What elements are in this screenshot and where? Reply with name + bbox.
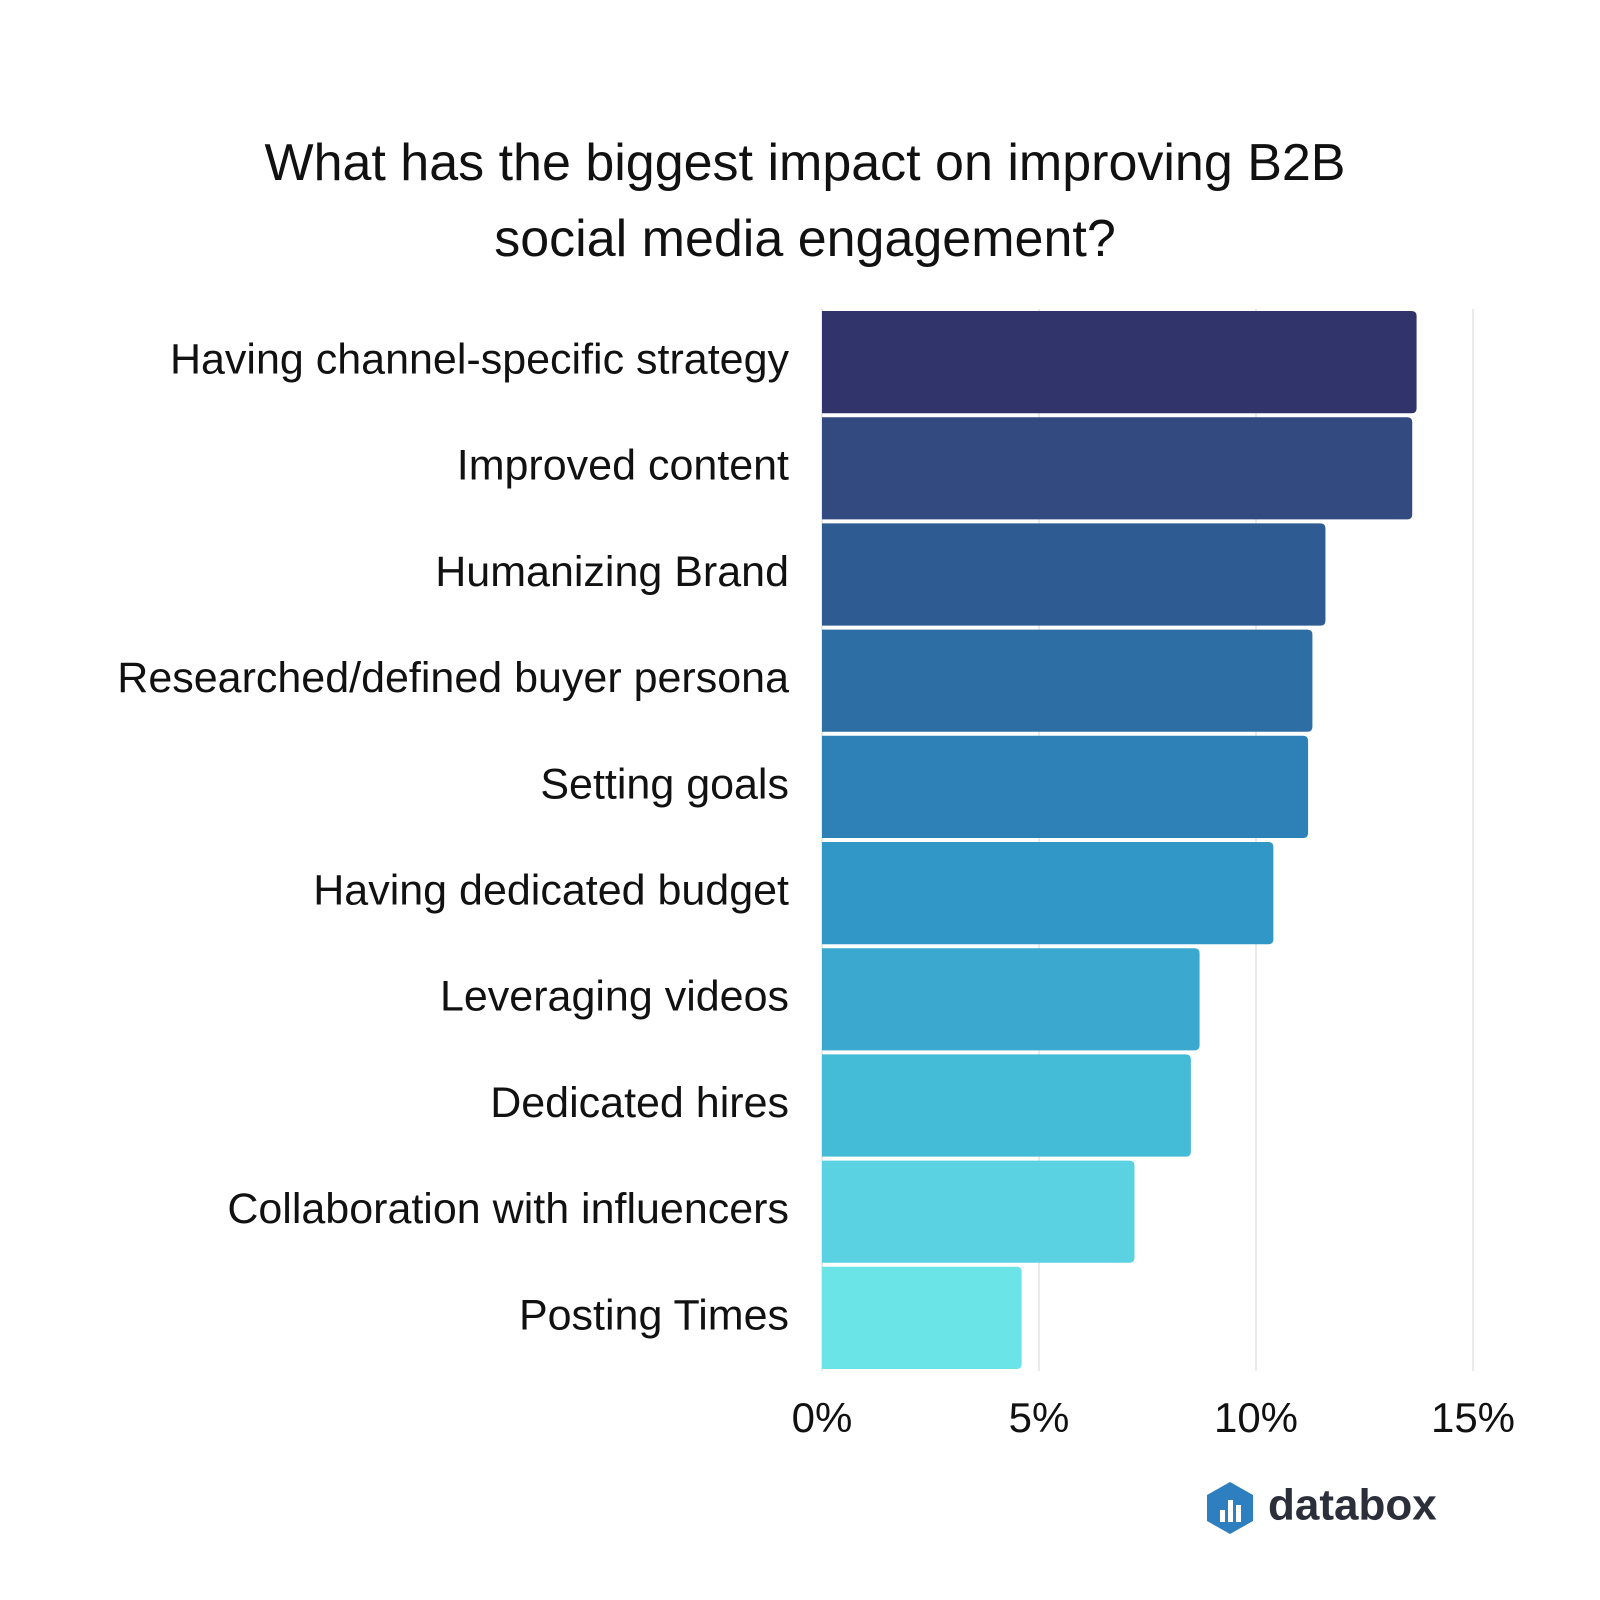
bar <box>822 735 1309 838</box>
bar <box>822 1266 1022 1369</box>
y-tick-label: Having dedicated budget <box>313 866 789 914</box>
bar <box>822 629 1313 732</box>
x-tick-label: 10% <box>1214 1394 1298 1441</box>
y-tick-label: Humanizing Brand <box>435 548 789 596</box>
y-tick-label: Improved content <box>457 442 789 490</box>
y-tick-label: Dedicated hires <box>490 1079 789 1127</box>
logo-bar <box>1236 1505 1241 1522</box>
bar <box>822 417 1413 520</box>
y-tick-label: Collaboration with influencers <box>227 1185 789 1233</box>
y-tick-label: Leveraging videos <box>440 973 789 1021</box>
y-tick-label: Setting goals <box>540 760 789 808</box>
x-tick-label: 0% <box>792 1394 853 1441</box>
bar <box>822 311 1417 414</box>
bar <box>822 1160 1135 1263</box>
logo-bar <box>1228 1500 1233 1522</box>
y-tick-label: Having channel-specific strategy <box>170 335 790 383</box>
y-tick-label: Posting Times <box>519 1291 789 1339</box>
bar <box>822 1054 1191 1157</box>
x-tick-label: 5% <box>1009 1394 1070 1441</box>
y-tick-label: Researched/defined buyer persona <box>117 654 789 702</box>
brand-logo <box>1207 1482 1253 1534</box>
bar <box>822 948 1200 1051</box>
bar <box>822 523 1326 626</box>
brand-name: databox <box>1268 1481 1437 1530</box>
chart-title: What has the biggest impact on improving… <box>264 134 1346 268</box>
logo-bar <box>1220 1510 1225 1522</box>
bar <box>822 842 1274 945</box>
x-tick-label: 15% <box>1431 1394 1515 1441</box>
